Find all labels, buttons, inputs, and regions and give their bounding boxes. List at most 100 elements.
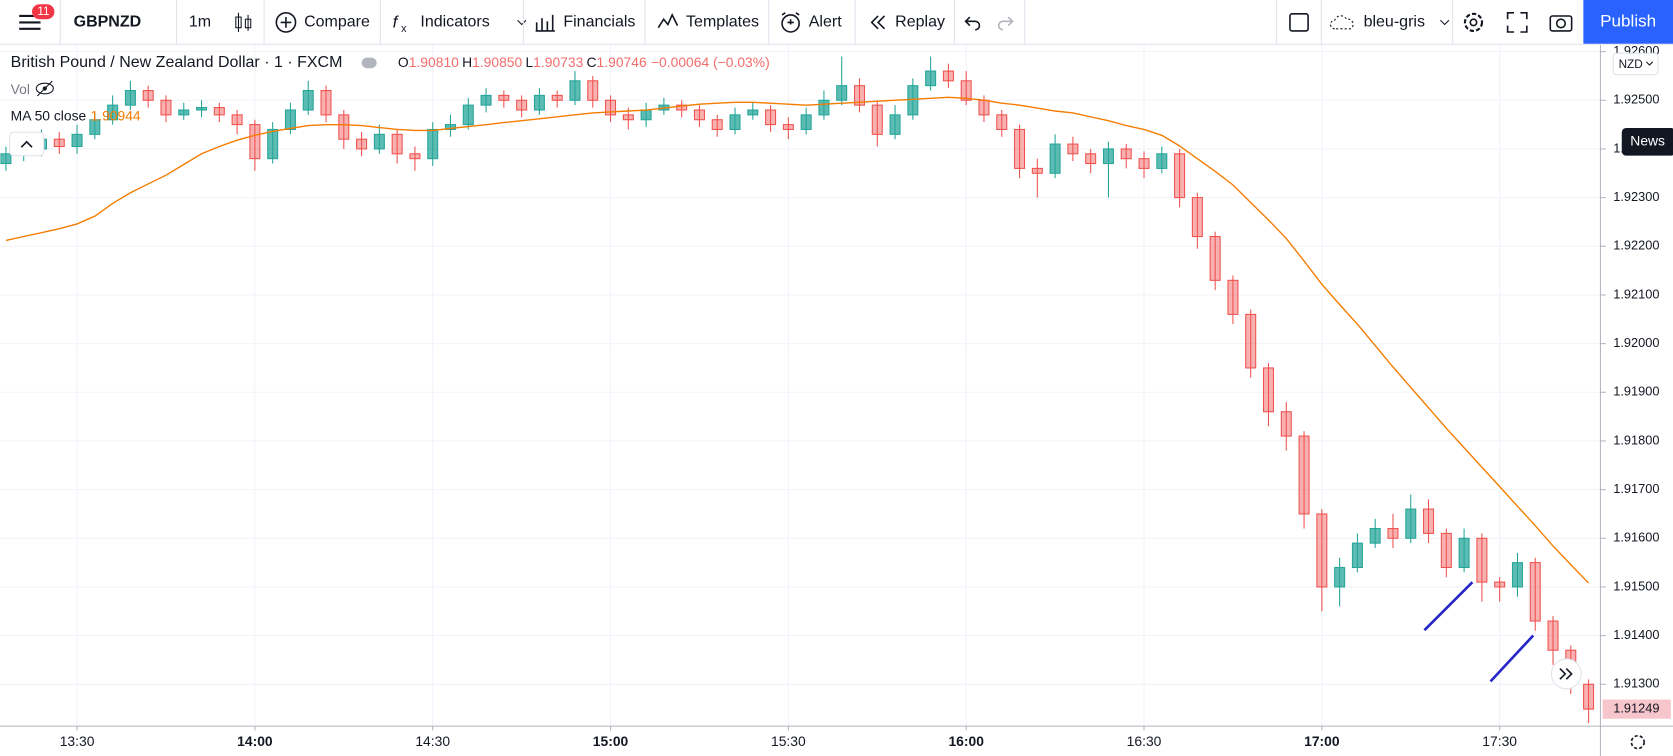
candle-body (142, 89, 154, 101)
redo-button[interactable] (995, 0, 1014, 44)
candle-body (89, 119, 101, 135)
candle-body (1049, 143, 1061, 174)
ma-legend: MA 50 close 1.90944 (11, 108, 141, 124)
candle-body (1014, 128, 1026, 169)
y-tick-label: 1.92300 (1613, 189, 1659, 204)
financials-label: Financials (563, 12, 636, 31)
candle-body (213, 107, 225, 116)
news-button[interactable] (1621, 127, 1673, 156)
scroll-icon (1559, 667, 1573, 680)
candle-body (284, 109, 296, 131)
candle-body (71, 133, 83, 148)
fullscreen-button[interactable] (1505, 0, 1528, 44)
settings-button[interactable] (1461, 0, 1487, 44)
candle-body (53, 138, 65, 148)
grid (0, 44, 1601, 727)
layout-label: bleu-gris (1363, 12, 1425, 31)
candle-body (605, 99, 617, 116)
currency-button[interactable] (1612, 52, 1659, 76)
candle-body (693, 109, 705, 121)
candle-body (587, 80, 599, 101)
candle-body (925, 70, 937, 87)
candle-body (551, 94, 563, 101)
compare-icon (275, 11, 297, 33)
news-label: News (1630, 132, 1665, 148)
y-tick-label: 1.91600 (1613, 530, 1659, 545)
candle-body (302, 89, 314, 111)
candle-body (569, 80, 581, 101)
separator (1276, 0, 1278, 44)
x-tick-label: 15:30 (771, 733, 806, 749)
fullscreen-icon (1506, 11, 1528, 33)
dropdown-icon (517, 19, 527, 25)
candle-body (1511, 562, 1523, 588)
hidden-icon[interactable] (34, 80, 55, 97)
drawing-line[interactable] (1489, 634, 1535, 683)
y-tick-label: 1.91800 (1613, 432, 1659, 447)
candle-body (782, 124, 794, 131)
gear-icon (1463, 12, 1484, 32)
last-price-label: 1.91249 (1613, 700, 1659, 715)
y-tick-label: 1.91400 (1613, 627, 1659, 642)
candle-body (231, 114, 243, 126)
candle-body (1423, 508, 1435, 534)
candle-body (1405, 508, 1417, 539)
candle-body (1156, 153, 1168, 169)
replay-button[interactable]: Replay (867, 0, 945, 44)
dropdown-icon (1645, 61, 1654, 66)
x-tick-label: 13:30 (60, 733, 95, 749)
x-tick-label: 15:00 (593, 733, 629, 749)
candle-body (1529, 562, 1541, 622)
candle-body (960, 80, 972, 101)
separator (263, 0, 265, 44)
alert-icon (781, 11, 800, 33)
candle-body (640, 109, 652, 121)
ohlc-item: C1.90746 (587, 53, 647, 71)
candle-body (1387, 528, 1399, 539)
undo-icon (964, 15, 981, 31)
ohlc-values: O1.90810 H1.90850 L1.90733 C1.90746 (398, 53, 647, 71)
candle-body (373, 133, 385, 150)
candle-body (1120, 148, 1132, 160)
candle-body (267, 128, 279, 160)
symbol-button[interactable]: GBPNZD (74, 0, 142, 44)
x-tick-label: 14:00 (237, 733, 273, 749)
candle-body (0, 153, 12, 165)
candle-body (1494, 581, 1506, 588)
collapse-icon (20, 140, 33, 148)
candle-body (516, 99, 528, 111)
templates-button[interactable]: Templates (656, 0, 759, 44)
compare-button[interactable]: Compare (274, 0, 370, 44)
candle-body (996, 114, 1008, 131)
financials-button[interactable]: Financials (533, 0, 635, 44)
replay-icon (870, 14, 886, 29)
candle-body (320, 89, 332, 116)
publish-button[interactable]: Publish (1583, 0, 1673, 44)
financials-icon (535, 14, 555, 32)
layout-button[interactable]: bleu-gris (1329, 0, 1452, 44)
candle-body (836, 85, 848, 101)
interval-button[interactable]: 1m (189, 0, 211, 44)
layout-toggle[interactable] (1288, 0, 1311, 44)
alert-button[interactable]: Alert (779, 0, 842, 44)
collapse-button[interactable] (9, 131, 45, 157)
drawing-line[interactable] (1423, 581, 1474, 632)
camera-icon (1549, 14, 1573, 32)
candle-body (1138, 158, 1150, 169)
settings-icon[interactable] (1630, 734, 1645, 750)
ohlc-item: H1.90850 (462, 53, 522, 71)
ohlc-item: L1.90733 (525, 53, 583, 71)
separator (768, 0, 770, 44)
undo-button[interactable] (963, 0, 982, 44)
currency-label: NZD (1619, 58, 1643, 71)
chart-type-button[interactable] (232, 0, 255, 44)
symbol-title: British Pound / New Zealand Dollar · 1 ·… (10, 53, 343, 72)
candle-body (338, 114, 350, 140)
snapshot-button[interactable] (1548, 0, 1574, 44)
separator (644, 0, 646, 44)
